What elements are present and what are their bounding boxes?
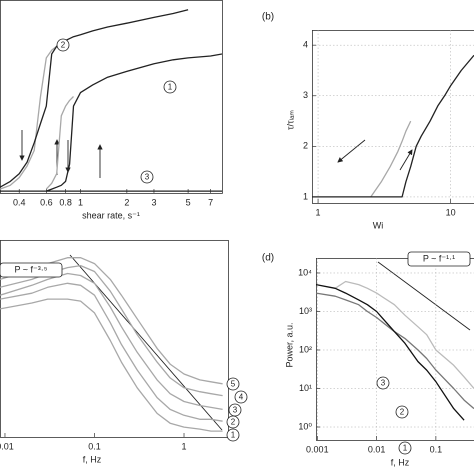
data-line (0, 9, 189, 188)
annotation: P ~ f⁻¹·¹ (423, 253, 455, 263)
x-tick-label: 10 (446, 207, 456, 217)
data-line (370, 120, 412, 198)
y-tick-label: 10³ (299, 306, 312, 316)
annotation-circle (234, 390, 248, 404)
x-tick-label: 0.01 (0, 441, 14, 451)
x-tick-label: 2 (124, 197, 129, 207)
annotation-circle (395, 405, 409, 419)
annotation-circle (226, 415, 240, 429)
y-axis-label: Power, a.u. (284, 322, 294, 367)
x-tick-label: 1 (316, 207, 321, 217)
data-line (0, 298, 223, 432)
x-tick-label: 0.01 (368, 444, 386, 454)
x-tick-label: 1 (182, 441, 187, 451)
x-axis-label: shear rate, s⁻¹ (82, 210, 140, 220)
x-tick-label: 0.1 (430, 444, 443, 454)
x-tick-label: 0.1 (88, 441, 101, 451)
annotation-circle (376, 376, 390, 390)
annotation: 3 (381, 379, 386, 388)
annotation-circle (226, 377, 240, 391)
annotation-circle (56, 38, 70, 52)
arrow (399, 149, 413, 171)
y-tick-label: 10⁴ (298, 267, 312, 277)
y-tick-label: 10¹ (299, 383, 312, 393)
annotation: 1 (168, 83, 173, 92)
data-line (0, 282, 223, 422)
y-tick-label: 2 (303, 141, 308, 151)
y-tick-label: 3 (303, 90, 308, 100)
y-tick-label: 10⁰ (298, 421, 312, 431)
x-axis-label: Wi (373, 220, 384, 230)
annotation-circle (398, 441, 412, 455)
x-tick-label: 7 (208, 197, 213, 207)
annotation: 5 (231, 380, 236, 389)
annotation: 3 (233, 406, 238, 415)
y-tick-label: 4 (303, 40, 308, 50)
data-line (45, 96, 74, 190)
annotation: 3 (145, 173, 150, 182)
data-line (0, 272, 223, 411)
x-tick-label: 0.6 (40, 197, 53, 207)
annotation-box (0, 262, 63, 278)
x-tick-label: 1 (78, 197, 83, 207)
data-line (312, 54, 474, 198)
annotation: 2 (400, 408, 405, 417)
annotation: 2 (61, 41, 66, 50)
panel-label: (d) (262, 253, 274, 264)
annotation: 2 (231, 418, 236, 427)
annotation-circle (226, 428, 240, 442)
data-line (334, 280, 474, 389)
y-tick-label: 10² (299, 344, 312, 354)
y-tick-label: 1 (303, 191, 308, 201)
x-axis-label: f, Hz (391, 457, 410, 467)
panel-label: (b) (262, 12, 274, 23)
plot-frame (0, 0, 223, 194)
x-tick-label: 0.4 (13, 197, 26, 207)
plot-frame (311, 29, 474, 204)
fit-line (69, 254, 223, 431)
x-tick-label: 0.001 (306, 444, 329, 454)
annotation: 1 (231, 431, 236, 440)
data-line (316, 283, 465, 421)
plot-frame (0, 239, 229, 438)
annotation: P ~ f⁻³·⁵ (14, 264, 47, 274)
x-axis-label: f, Hz (83, 454, 102, 464)
annotation-box (407, 251, 471, 267)
plot-frame (315, 257, 474, 441)
annotation: 4 (239, 393, 244, 402)
data-line (0, 257, 223, 385)
annotation-circle (163, 80, 177, 94)
annotation: 1 (403, 444, 408, 453)
arrow (337, 139, 366, 163)
data-line (316, 292, 474, 410)
x-tick-label: 3 (151, 197, 156, 207)
annotation-circle (140, 170, 154, 184)
x-tick-label: 5 (186, 197, 191, 207)
data-line (0, 45, 58, 190)
x-tick-label: 0.8 (59, 197, 72, 207)
data-line (46, 53, 222, 192)
y-axis-label: τ/τₗₐₘ (285, 110, 295, 130)
fit-line (377, 261, 471, 331)
